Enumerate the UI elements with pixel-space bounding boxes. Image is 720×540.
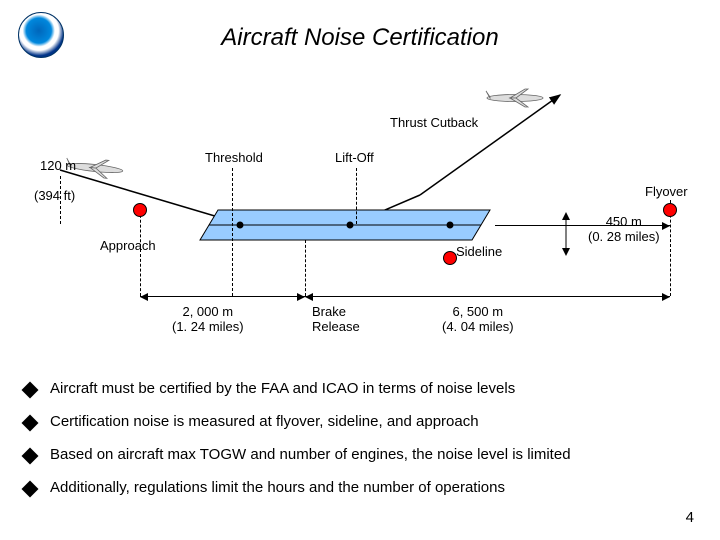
bullet-text: Aircraft must be certified by the FAA an… bbox=[50, 380, 515, 397]
approach-mic-dot bbox=[133, 203, 147, 217]
dist-6500-arrow bbox=[305, 296, 670, 297]
page-number: 4 bbox=[686, 509, 694, 526]
sideline-distance-arrow bbox=[560, 212, 572, 256]
dist-450m: 450 m (0. 28 miles) bbox=[588, 214, 660, 244]
bullet-marker-icon bbox=[22, 415, 39, 432]
bullet-item: Aircraft must be certified by the FAA an… bbox=[24, 380, 696, 397]
bullet-text: Certification noise is measured at flyov… bbox=[50, 413, 479, 430]
threshold-label: Threshold bbox=[205, 150, 263, 165]
dist-6500-miles: (4. 04 miles) bbox=[442, 319, 514, 334]
bullet-text: Based on aircraft max TOGW and number of… bbox=[50, 446, 571, 463]
flyover-arrow bbox=[495, 225, 670, 226]
dist-2000-value: 2, 000 m bbox=[172, 304, 244, 319]
bullet-text: Additionally, regulations limit the hour… bbox=[50, 479, 505, 496]
bullet-marker-icon bbox=[22, 448, 39, 465]
dist-6500-value: 6, 500 m bbox=[442, 304, 514, 319]
dist-450m-value: 450 m bbox=[588, 214, 660, 229]
altitude-m: 120 m bbox=[40, 158, 76, 173]
bullet-item: Additionally, regulations limit the hour… bbox=[24, 479, 696, 496]
liftoff-label: Lift-Off bbox=[335, 150, 374, 165]
sideline-mic-dot bbox=[443, 251, 457, 265]
bullet-list: Aircraft must be certified by the FAA an… bbox=[24, 380, 696, 512]
dist-2000-arrow bbox=[140, 296, 305, 297]
dist-450m-miles: (0. 28 miles) bbox=[588, 229, 660, 244]
approach-label: Approach bbox=[100, 238, 156, 253]
dash-measure-140 bbox=[140, 210, 141, 296]
page-title: Aircraft Noise Certification bbox=[0, 24, 720, 52]
dist-6500: 6, 500 m (4. 04 miles) bbox=[442, 304, 514, 334]
brake-release-label: Brake Release bbox=[312, 304, 360, 334]
certification-diagram: Thrust Cutback Threshold Lift-Off 120 m … bbox=[0, 80, 720, 340]
dist-2000-miles: (1. 24 miles) bbox=[172, 319, 244, 334]
bullet-item: Certification noise is measured at flyov… bbox=[24, 413, 696, 430]
bullet-marker-icon bbox=[22, 481, 39, 498]
bullet-marker-icon bbox=[22, 382, 39, 399]
dash-brake-release bbox=[305, 240, 306, 296]
runway-shape bbox=[200, 210, 490, 240]
aircraft-cruise-icon bbox=[480, 86, 550, 108]
sideline-label: Sideline bbox=[456, 244, 502, 259]
thrust-cutback-label: Thrust Cutback bbox=[390, 115, 478, 130]
bullet-item: Based on aircraft max TOGW and number of… bbox=[24, 446, 696, 463]
dist-2000: 2, 000 m (1. 24 miles) bbox=[172, 304, 244, 334]
flyover-mic-dot bbox=[663, 203, 677, 217]
altitude-ft: (394 ft) bbox=[34, 188, 75, 203]
dash-threshold bbox=[232, 168, 233, 296]
dash-approach-left bbox=[60, 176, 61, 224]
dash-liftoff bbox=[356, 168, 357, 224]
flyover-label: Flyover bbox=[645, 184, 688, 199]
